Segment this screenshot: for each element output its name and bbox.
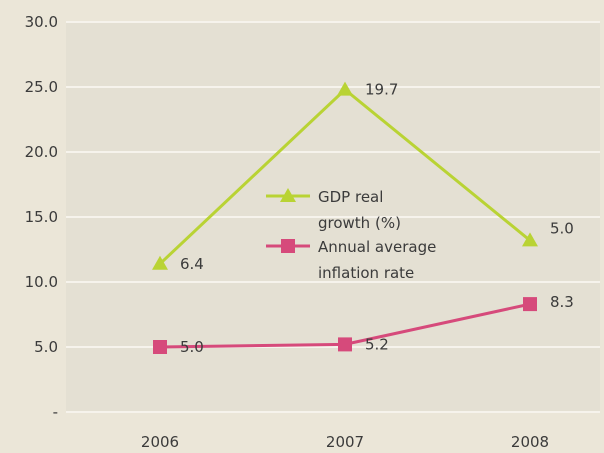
legend-label: Annual average [318,238,436,256]
data-label: 19.7 [365,81,398,99]
inflation-point [338,337,352,352]
y-tick-label: 20.0 [25,143,58,161]
gdp-point [522,232,538,247]
y-tick-label: 10.0 [25,273,58,291]
y-tick-label: - [53,403,58,421]
data-label: 5.0 [550,219,574,237]
gdp-point [337,81,353,96]
gdp-point [152,255,168,270]
legend-marker-square [281,239,295,253]
x-tick-label: 2008 [511,433,549,451]
inflation-point [523,297,537,312]
legend-label: GDP real [318,188,383,206]
data-label: 5.0 [180,338,204,356]
x-tick-label: 2006 [141,433,179,451]
data-label: 8.3 [550,293,574,311]
y-tick-label: 15.0 [25,208,58,226]
legend-label: inflation rate [318,264,414,282]
inflation-point [153,340,167,354]
y-tick-label: 5.0 [34,338,58,356]
data-label: 6.4 [180,255,204,273]
y-tick-label: 25.0 [25,78,58,96]
y-tick-label: 30.0 [25,13,58,31]
x-tick-label: 2007 [326,433,364,451]
legend-label: growth (%) [318,214,401,232]
data-label: 5.2 [365,335,389,353]
legend-marker-triangle [280,188,296,202]
